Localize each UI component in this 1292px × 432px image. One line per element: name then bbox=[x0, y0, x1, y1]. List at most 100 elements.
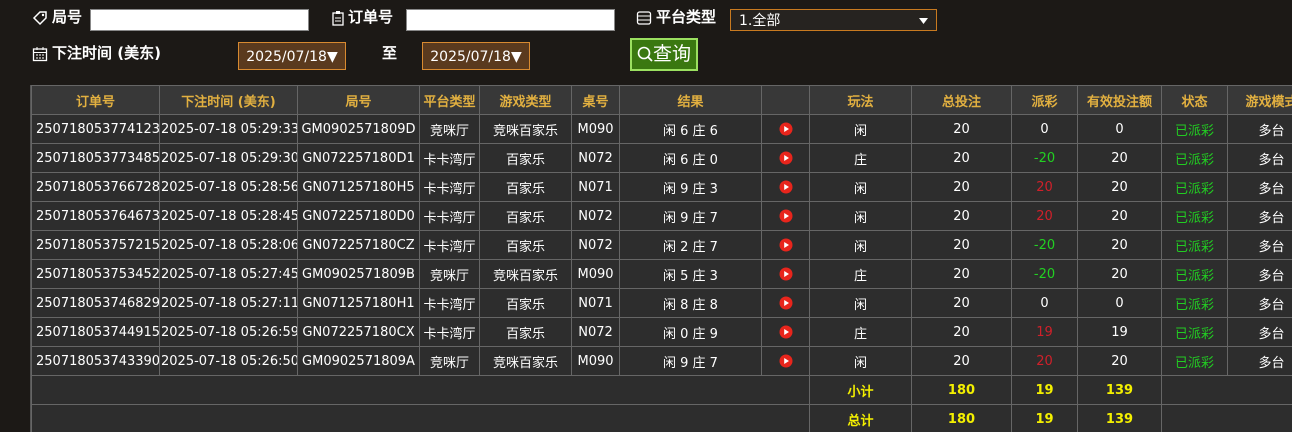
search-button[interactable]: 查询 bbox=[630, 38, 698, 71]
cell: 百家乐 bbox=[479, 201, 572, 231]
cell: 竞咪百家乐 bbox=[479, 346, 572, 376]
cell: 卡卡湾厅 bbox=[419, 201, 480, 231]
summary-blank bbox=[1161, 404, 1292, 432]
summary-total-bet: 180 bbox=[911, 375, 1012, 405]
cell: GM0902571809D bbox=[297, 114, 420, 144]
replay-cell bbox=[761, 230, 810, 260]
play-icon[interactable] bbox=[779, 209, 793, 223]
play-icon[interactable] bbox=[779, 267, 793, 281]
cell: 20 bbox=[1077, 346, 1162, 376]
cell: 多台 bbox=[1227, 259, 1292, 289]
play-icon[interactable] bbox=[779, 122, 793, 136]
cell: 20 bbox=[911, 172, 1012, 202]
cell: 已派彩 bbox=[1161, 201, 1228, 231]
cell: 百家乐 bbox=[479, 230, 572, 260]
cell: N072 bbox=[571, 143, 620, 173]
cell: N071 bbox=[571, 172, 620, 202]
cell: 多台 bbox=[1227, 230, 1292, 260]
table-wrap: 订单号 下注时间 (美东) 局号 平台类型 游戏类型 桌号 结果 玩法 总投注 派彩 有效投注额 状态… bbox=[30, 85, 1292, 432]
header-row: 订单号 下注时间 (美东) 局号 平台类型 游戏类型 桌号 结果 玩法 总投注 派彩 有效投注额 状态… bbox=[31, 85, 1292, 115]
server-icon bbox=[636, 11, 652, 25]
replay-cell bbox=[761, 317, 810, 347]
cell: GN072257180D1 bbox=[297, 143, 420, 173]
cell: 已派彩 bbox=[1161, 114, 1228, 144]
cell: 卡卡湾厅 bbox=[419, 172, 480, 202]
column-header: 局号 bbox=[297, 85, 420, 115]
summary-payout: 19 bbox=[1011, 404, 1078, 432]
date-from[interactable]: 2025/07/18▼ bbox=[238, 42, 346, 70]
cell: N072 bbox=[571, 201, 620, 231]
order-input[interactable] bbox=[406, 9, 615, 31]
column-header: 结果 bbox=[619, 85, 762, 115]
cell: 已派彩 bbox=[1161, 230, 1228, 260]
cell: M090 bbox=[571, 259, 620, 289]
cell: GN072257180CZ bbox=[297, 230, 420, 260]
cell: 19 bbox=[1011, 317, 1078, 347]
cell: 庄 bbox=[809, 259, 912, 289]
play-icon[interactable] bbox=[779, 296, 793, 310]
cell: 20 bbox=[1077, 143, 1162, 173]
play-icon[interactable] bbox=[779, 354, 793, 368]
date-to[interactable]: 2025/07/18▼ bbox=[422, 42, 530, 70]
round-input[interactable] bbox=[90, 9, 309, 31]
order-row: 250718053757215 2025-07-18 05:28:06 GN0722… bbox=[31, 230, 1292, 260]
cell: 卡卡湾厅 bbox=[419, 317, 480, 347]
cell: 250718053757215 bbox=[31, 230, 160, 260]
play-icon[interactable] bbox=[779, 180, 793, 194]
column-header: 桌号 bbox=[571, 85, 620, 115]
cell: -20 bbox=[1011, 259, 1078, 289]
column-header: 下注时间 (美东) bbox=[159, 85, 298, 115]
cell: 庄 bbox=[809, 143, 912, 173]
to-label: 至 bbox=[382, 44, 398, 62]
summary-label: 总计 bbox=[809, 404, 912, 432]
cell: 竞咪百家乐 bbox=[479, 114, 572, 144]
cell: N071 bbox=[571, 288, 620, 318]
summary-payout: 19 bbox=[1011, 375, 1078, 405]
cell: 20 bbox=[1077, 201, 1162, 231]
cell: 2025-07-18 05:27:11 bbox=[159, 288, 298, 318]
cell: 250718053744915 bbox=[31, 317, 160, 347]
cell: 闲 6 庄 0 bbox=[619, 143, 762, 173]
tag-icon bbox=[32, 11, 47, 26]
platform-value: 1.全部 bbox=[739, 13, 781, 29]
cell: 百家乐 bbox=[479, 288, 572, 318]
cell: 20 bbox=[911, 201, 1012, 231]
platform-select[interactable]: 1.全部 bbox=[730, 9, 937, 31]
play-icon[interactable] bbox=[779, 325, 793, 339]
cell: 闲 bbox=[809, 172, 912, 202]
cell: 闲 5 庄 3 bbox=[619, 259, 762, 289]
column-header: 状态 bbox=[1161, 85, 1228, 115]
orders-table: 订单号 下注时间 (美东) 局号 平台类型 游戏类型 桌号 结果 玩法 总投注 派彩 有效投注额 状态… bbox=[31, 85, 1292, 432]
play-icon[interactable] bbox=[779, 151, 793, 165]
cell: 已派彩 bbox=[1161, 346, 1228, 376]
order-row: 250718053744915 2025-07-18 05:26:59 GN0722… bbox=[31, 317, 1292, 347]
summary-blank bbox=[31, 404, 810, 432]
cell: 已派彩 bbox=[1161, 288, 1228, 318]
cell: 竞咪厅 bbox=[419, 346, 480, 376]
replay-cell bbox=[761, 288, 810, 318]
order-row: 250718053764673 2025-07-18 05:28:45 GN0722… bbox=[31, 201, 1292, 231]
column-header: 总投注 bbox=[911, 85, 1012, 115]
cell: 闲 9 庄 3 bbox=[619, 172, 762, 202]
cell: 已派彩 bbox=[1161, 172, 1228, 202]
cell: 20 bbox=[1011, 346, 1078, 376]
cell: 2025-07-18 05:29:30 bbox=[159, 143, 298, 173]
cell: 0 bbox=[1011, 114, 1078, 144]
replay-cell bbox=[761, 143, 810, 173]
cell: 闲 2 庄 7 bbox=[619, 230, 762, 260]
play-icon[interactable] bbox=[779, 238, 793, 252]
cell: M090 bbox=[571, 114, 620, 144]
column-header: 订单号 bbox=[31, 85, 160, 115]
cell: 0 bbox=[1077, 288, 1162, 318]
cell: 20 bbox=[911, 114, 1012, 144]
replay-cell bbox=[761, 259, 810, 289]
cell: 2025-07-18 05:26:59 bbox=[159, 317, 298, 347]
summary-blank bbox=[31, 375, 810, 405]
column-header: 平台类型 bbox=[419, 85, 480, 115]
column-header-blank bbox=[761, 85, 810, 115]
order-row: 250718053774123 2025-07-18 05:29:33 GM0902… bbox=[31, 114, 1292, 144]
cell: 多台 bbox=[1227, 346, 1292, 376]
cell: 闲 bbox=[809, 230, 912, 260]
replay-cell bbox=[761, 201, 810, 231]
